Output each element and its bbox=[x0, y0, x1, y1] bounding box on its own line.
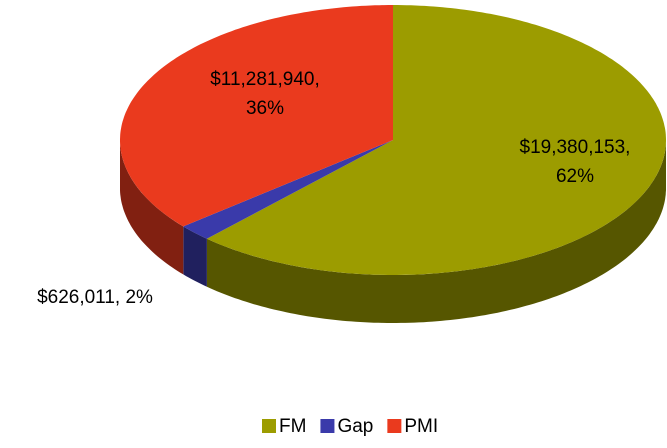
slice bbox=[183, 140, 393, 239]
legend-swatch bbox=[320, 419, 335, 433]
legend-label: Gap bbox=[337, 416, 373, 437]
slice-side bbox=[183, 226, 207, 287]
legend-swatch bbox=[262, 419, 276, 433]
slice bbox=[120, 5, 393, 227]
slice-side bbox=[120, 140, 184, 275]
data-label: $626,011, 2% bbox=[37, 287, 153, 308]
data-label: 62% bbox=[556, 166, 594, 187]
slice bbox=[206, 5, 666, 275]
data-label: $11,281,940, bbox=[210, 69, 320, 90]
data-label: 36% bbox=[246, 98, 284, 119]
legend-label: PMI bbox=[404, 416, 438, 437]
legend-label: FM bbox=[279, 416, 306, 437]
data-label: $19,380,153, bbox=[520, 137, 631, 158]
slice-side bbox=[206, 140, 666, 323]
legend-swatch bbox=[387, 419, 402, 433]
